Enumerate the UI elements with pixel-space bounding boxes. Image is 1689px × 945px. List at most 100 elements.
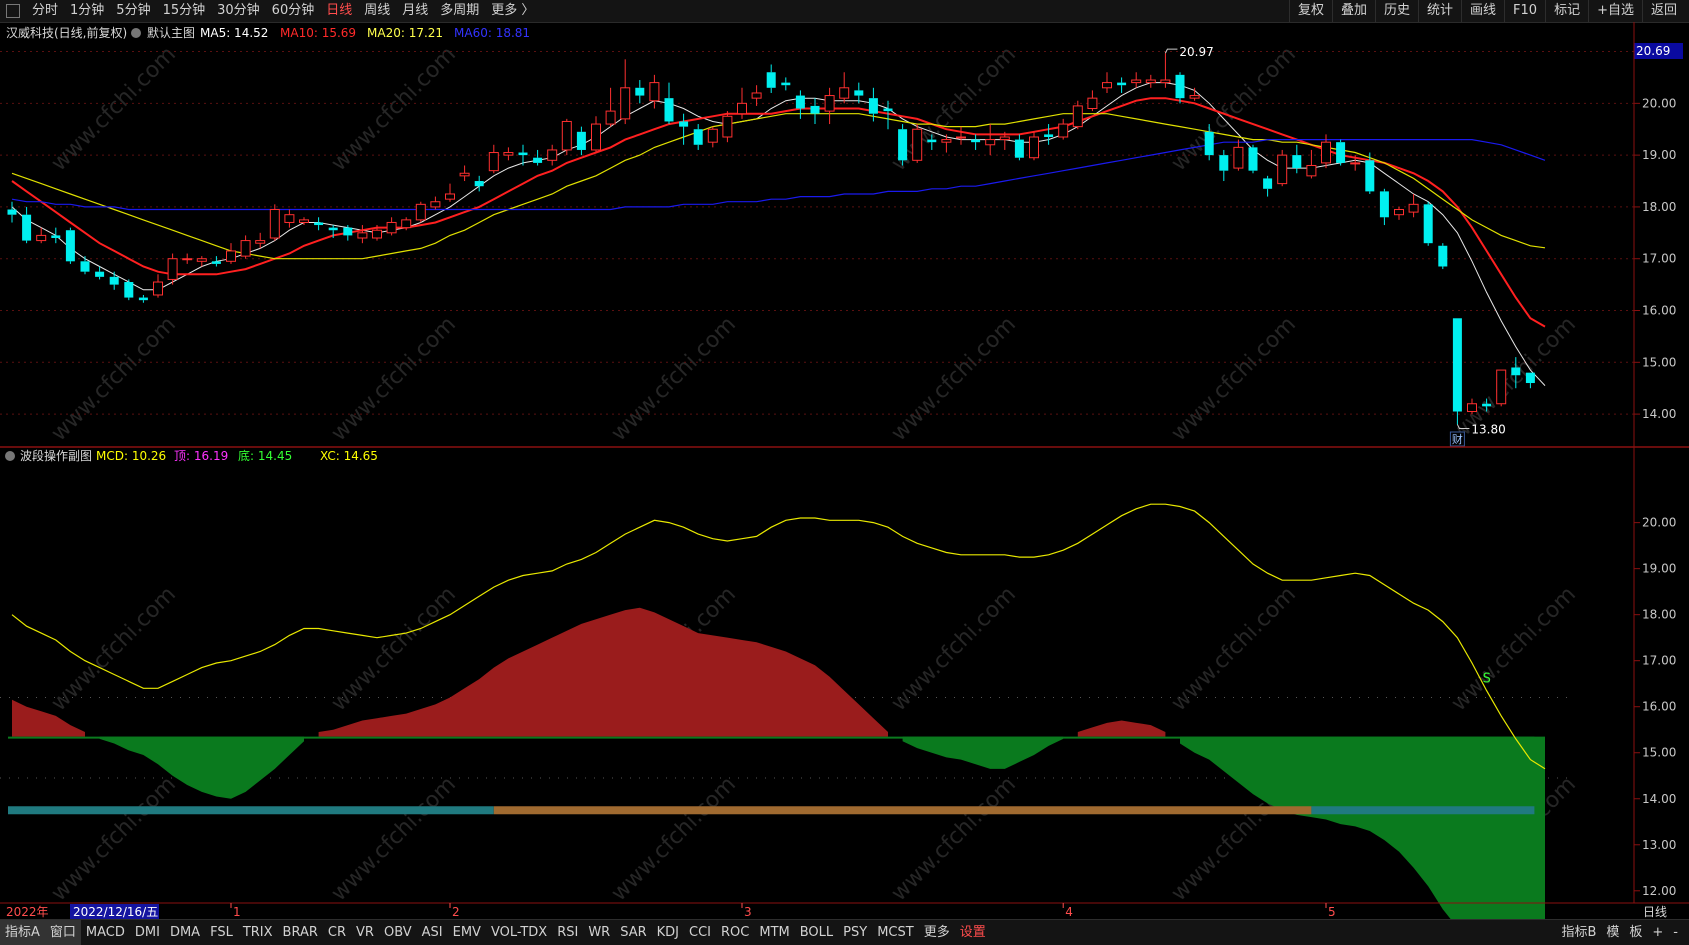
indicator-tab[interactable]: ROC bbox=[721, 925, 750, 940]
candle-up bbox=[1087, 90, 1098, 112]
watermark-text: www.cfchi.com bbox=[887, 312, 1021, 446]
candle-up bbox=[751, 85, 762, 106]
indicator-tab[interactable]: MACD bbox=[85, 925, 125, 940]
template-label[interactable]: 默认主图 bbox=[147, 25, 195, 40]
indicator-tab[interactable]: MTM bbox=[759, 925, 790, 940]
ma10-label: MA10: 15.69 bbox=[280, 26, 356, 40]
indicator-tab[interactable]: 指标A bbox=[0, 920, 45, 945]
candle-body bbox=[153, 281, 163, 296]
event-marker-box[interactable] bbox=[1449, 431, 1465, 447]
indicator-tab[interactable]: FSL bbox=[210, 925, 233, 940]
tab-period[interactable]: 周线 bbox=[364, 3, 391, 18]
candle-body bbox=[1014, 139, 1024, 158]
candle-down bbox=[576, 126, 586, 156]
indicator-tab[interactable]: TRIX bbox=[242, 925, 273, 940]
indicator-tab[interactable]: VR bbox=[356, 925, 374, 940]
candle-up bbox=[824, 87, 835, 125]
tool-button[interactable]: 历史 bbox=[1374, 0, 1418, 22]
indicator-tab[interactable]: RSI bbox=[557, 925, 579, 940]
tool-button[interactable]: F10 bbox=[1504, 0, 1545, 22]
tool-button[interactable]: 复权 bbox=[1288, 0, 1332, 22]
zoom-in-button[interactable]: + bbox=[1652, 925, 1664, 940]
candle-body bbox=[1029, 136, 1039, 159]
indicator-tab[interactable]: SAR bbox=[620, 925, 647, 940]
indicator-tab[interactable]: 窗口 bbox=[44, 920, 81, 945]
candle-body bbox=[1511, 367, 1521, 376]
watermark-text: www.cfchi.com bbox=[607, 312, 741, 446]
cursor-date: 2022/12/16/五 bbox=[73, 905, 158, 919]
tab-more[interactable]: 更多 〉 bbox=[491, 3, 535, 18]
candle-down bbox=[854, 82, 864, 104]
tab-period[interactable]: 15分钟 bbox=[162, 3, 206, 18]
template-tab[interactable]: 板 bbox=[1629, 925, 1643, 940]
candle-up bbox=[1189, 87, 1200, 101]
candle-body bbox=[211, 261, 221, 264]
indicator-tab[interactable]: VOL-TDX bbox=[490, 925, 548, 940]
candle-down bbox=[1525, 372, 1535, 389]
candle-up bbox=[415, 201, 426, 223]
sub-lines bbox=[11, 503, 1546, 770]
candle-up bbox=[182, 253, 193, 264]
indicator-tab[interactable]: CCI bbox=[689, 925, 712, 940]
candle-body bbox=[693, 129, 703, 145]
watermark-text: www.cfchi.com bbox=[47, 42, 181, 176]
indicator-tab[interactable]: BOLL bbox=[799, 925, 834, 940]
tab-period[interactable]: 月线 bbox=[402, 3, 429, 18]
template-tab[interactable]: 模 bbox=[1606, 925, 1620, 940]
indicator-tab[interactable]: ASI bbox=[421, 925, 443, 940]
candle-down bbox=[109, 271, 119, 290]
indicator-b-tab[interactable]: 指标B bbox=[1561, 925, 1597, 940]
tool-button[interactable]: +自选 bbox=[1588, 0, 1642, 22]
tool-button[interactable]: 返回 bbox=[1641, 0, 1685, 22]
candle-body bbox=[971, 139, 981, 143]
indicator-tab[interactable]: DMI bbox=[134, 925, 160, 940]
indicator-tab[interactable]: EMV bbox=[452, 925, 481, 940]
tool-button[interactable]: 标记 bbox=[1545, 0, 1588, 22]
tab-period[interactable]: 60分钟 bbox=[271, 3, 315, 18]
indicator-tab[interactable]: BRAR bbox=[282, 925, 318, 940]
tab-period[interactable]: 1分钟 bbox=[70, 3, 105, 18]
watermark-text: www.cfchi.com bbox=[887, 582, 1021, 716]
window-icon[interactable] bbox=[6, 4, 20, 18]
candle-up bbox=[1029, 131, 1039, 161]
indicator-tab[interactable]: DMA bbox=[169, 925, 201, 940]
indicator-settings-tab[interactable]: 设置 bbox=[959, 925, 986, 940]
mcd-positive-area bbox=[12, 607, 1166, 737]
candle-up bbox=[430, 196, 441, 210]
zoom-out-button[interactable]: - bbox=[1673, 925, 1678, 940]
tab-period[interactable]: 分时 bbox=[32, 3, 59, 18]
indicator-tab[interactable]: MCST bbox=[877, 925, 914, 940]
event-marker[interactable]: 财 bbox=[1452, 432, 1463, 446]
tab-period[interactable]: 30分钟 bbox=[217, 3, 260, 18]
indicator-tab[interactable]: WR bbox=[588, 925, 611, 940]
tool-button[interactable]: 画线 bbox=[1461, 0, 1504, 22]
candle-body bbox=[1160, 79, 1171, 84]
candle-down bbox=[693, 124, 703, 150]
indicator-tab[interactable]: PSY bbox=[843, 925, 868, 940]
indicator-tab[interactable]: CR bbox=[327, 925, 347, 940]
period-label: 日线 bbox=[1643, 905, 1667, 919]
period-tabs: 分时 1分钟 5分钟 15分钟 30分钟 60分钟 日线 周线 月线 多周期 更… bbox=[6, 0, 540, 22]
candle-body bbox=[941, 139, 952, 143]
indicator-toggle-icon[interactable] bbox=[5, 451, 15, 461]
candle-body bbox=[328, 227, 338, 231]
indicator-title[interactable]: 波段操作副图 bbox=[20, 448, 92, 463]
indicator-tab[interactable]: KDJ bbox=[656, 925, 680, 940]
indicator-more-tab[interactable]: 更多 bbox=[923, 925, 950, 940]
candle-body bbox=[1189, 95, 1200, 99]
candle-down bbox=[898, 124, 908, 166]
candle-down bbox=[95, 266, 105, 280]
candle-body bbox=[51, 235, 61, 238]
tool-button[interactable]: 叠加 bbox=[1331, 0, 1375, 22]
tab-daily[interactable]: 日线 bbox=[326, 3, 353, 18]
tab-period[interactable]: 5分钟 bbox=[116, 3, 151, 18]
indicator-tab[interactable]: OBV bbox=[383, 925, 412, 940]
tool-button[interactable]: 统计 bbox=[1418, 0, 1461, 22]
tab-period[interactable]: 多周期 bbox=[440, 3, 480, 18]
candle-body bbox=[999, 136, 1010, 141]
template-toggle-icon[interactable] bbox=[131, 28, 141, 38]
candle-down bbox=[1263, 175, 1273, 197]
candle-body bbox=[561, 120, 572, 151]
candle-body bbox=[927, 139, 937, 143]
stock-chart[interactable]: www.cfchi.com www.cfchi.com www.cfchi.com w… bbox=[0, 22, 1689, 919]
